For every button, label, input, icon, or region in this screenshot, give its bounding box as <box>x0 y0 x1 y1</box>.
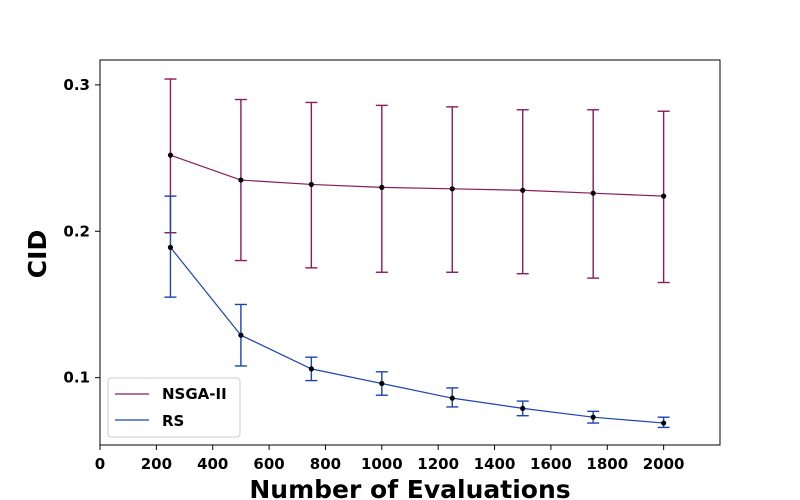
data-point <box>379 184 385 190</box>
data-point <box>661 420 667 426</box>
x-tick-label: 200 <box>141 455 172 473</box>
x-tick-label: 1400 <box>474 455 516 473</box>
x-axis-title: Number of Evaluations <box>249 475 570 500</box>
series-rs <box>164 195 670 429</box>
x-tick-label: 1200 <box>417 455 459 473</box>
data-point <box>590 190 596 196</box>
x-tick-label: 2000 <box>643 455 685 473</box>
x-tick-label: 600 <box>253 455 284 473</box>
y-axis-ticks: 0.1 0.2 0.3 <box>63 76 100 387</box>
data-point <box>590 414 596 420</box>
data-point <box>449 186 455 192</box>
x-tick-label: 1000 <box>361 455 403 473</box>
data-point <box>308 181 314 188</box>
data-point <box>449 395 455 401</box>
series-line <box>170 154 664 197</box>
data-point <box>167 244 174 250</box>
data-point <box>520 187 526 193</box>
x-tick-label: 800 <box>310 455 341 473</box>
x-tick-label: 1600 <box>530 455 572 473</box>
data-point <box>520 405 526 412</box>
data-point <box>308 366 314 372</box>
data-point <box>238 332 244 338</box>
plot-content <box>164 78 670 429</box>
x-tick-label: 400 <box>197 455 228 473</box>
legend-box <box>107 377 241 438</box>
legend-label-rs: RS <box>162 412 184 430</box>
x-tick-label: 1800 <box>586 455 628 473</box>
y-tick-label: 0.1 <box>63 369 90 387</box>
y-tick-label: 0.2 <box>63 222 90 240</box>
data-point <box>167 152 174 158</box>
series-line <box>169 247 664 424</box>
data-point <box>379 380 385 387</box>
x-tick-label: 0 <box>95 455 105 473</box>
plot-frame <box>99 59 721 446</box>
data-point <box>661 193 667 199</box>
data-point <box>238 177 244 183</box>
series-nsga-ii <box>164 78 670 284</box>
legend-label-nsga-ii: NSGA-II <box>162 385 227 403</box>
y-tick-label: 0.3 <box>63 76 90 94</box>
y-axis-title: CID <box>23 230 52 278</box>
legend: NSGA-II RS <box>107 377 241 438</box>
x-axis-ticks: 0 200 400 600 800 1000 1200 1400 1600 1800 2000 <box>95 445 685 473</box>
